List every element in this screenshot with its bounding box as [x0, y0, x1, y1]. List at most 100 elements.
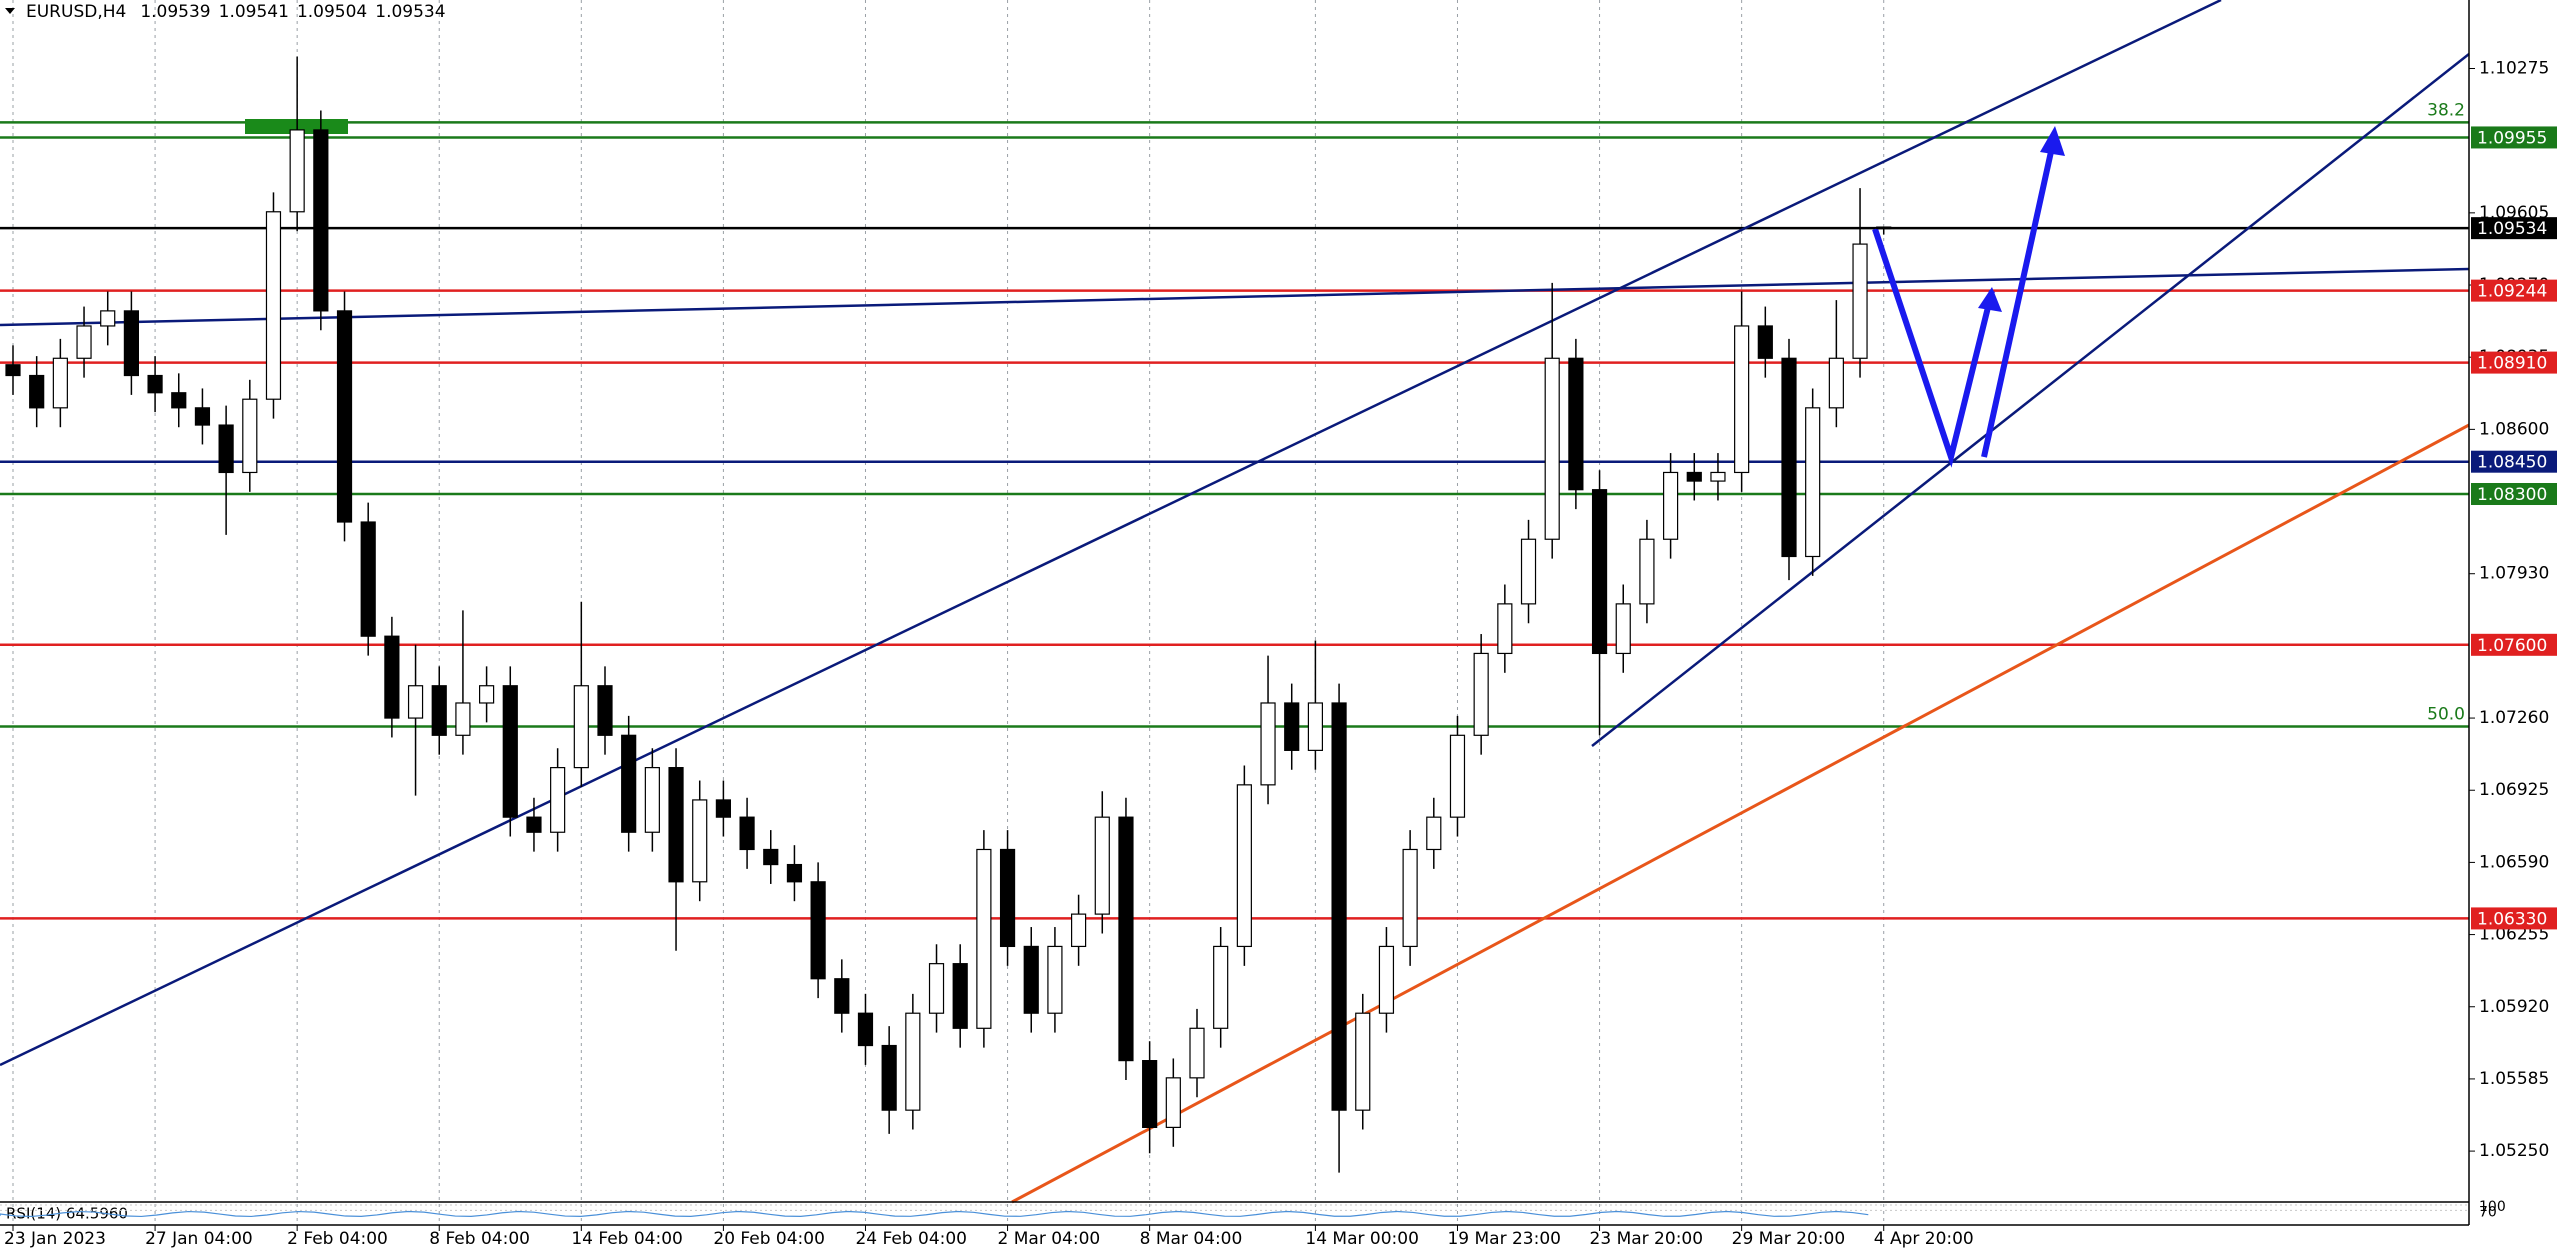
price-tag	[2471, 351, 2557, 374]
candle-body	[336, 310, 353, 523]
rsi-line	[0, 1210, 1869, 1218]
candle-body	[715, 799, 732, 818]
candle-body	[857, 1012, 874, 1047]
rsi-tick-label: 100	[2479, 1199, 2506, 1215]
candle-body	[431, 685, 447, 736]
candle-body	[76, 325, 92, 359]
candle-body	[1805, 407, 1821, 558]
candle-body	[739, 816, 755, 851]
candle-body	[1615, 603, 1631, 655]
candle-body	[29, 374, 45, 409]
x-tick-label: 14 Feb 04:00	[571, 1229, 683, 1249]
candle-body	[384, 635, 400, 719]
x-tick-label: 8 Feb 04:00	[429, 1229, 530, 1249]
candle-body	[1686, 471, 1702, 482]
trend-line	[1591, 53, 2470, 747]
candle-body	[692, 799, 708, 883]
candle-body	[1378, 945, 1395, 1014]
candle-body	[1710, 471, 1726, 482]
candle-body	[834, 978, 850, 1014]
candle-body	[928, 963, 945, 1014]
candle-body	[360, 521, 376, 637]
x-tick-label: 23 Jan 2023	[4, 1229, 106, 1249]
y-tick-label: 1.06590	[2479, 852, 2549, 872]
price-tag-label: 1.09534	[2477, 219, 2547, 239]
price-tag-label: 1.08300	[2477, 485, 2547, 505]
y-tick-label: 1.08600	[2479, 419, 2549, 439]
y-tick-label: 1.05585	[2479, 1069, 2549, 1089]
candle-body	[265, 211, 282, 400]
candle-body	[147, 374, 163, 394]
candle-body	[1568, 357, 1584, 491]
x-tick-label: 24 Feb 04:00	[855, 1229, 967, 1249]
candle-body	[242, 398, 258, 474]
y-tick-label: 1.10275	[2479, 59, 2549, 79]
price-tag	[2471, 217, 2557, 240]
header-value: 1.09534	[375, 2, 445, 22]
candle-body	[1260, 702, 1276, 786]
candle-body	[1426, 816, 1442, 851]
candle-body	[1639, 538, 1655, 605]
header-value: 1.09504	[297, 2, 367, 22]
candle-body	[881, 1044, 897, 1111]
candle-body	[1591, 489, 1608, 655]
candle-body	[1852, 243, 1868, 359]
candle-body	[455, 702, 471, 736]
rsi-tick-label: 70	[2479, 1204, 2497, 1220]
x-tick-label: 2 Mar 04:00	[998, 1229, 1101, 1249]
candle-body	[526, 816, 542, 833]
price-tag-label: 1.07600	[2477, 636, 2547, 656]
candle-body	[573, 685, 589, 769]
candle-body	[1189, 1027, 1205, 1079]
x-tick-label: 2 Feb 04:00	[287, 1229, 388, 1249]
y-tick-label: 1.07260	[2479, 708, 2549, 728]
header-value: 1.09539	[140, 2, 210, 22]
candle-body	[502, 685, 518, 818]
price-tag	[2471, 126, 2557, 149]
header-value: 1.09541	[219, 2, 289, 22]
forecast-arrow	[1981, 137, 2057, 458]
y-tick-label: 1.05250	[2479, 1141, 2549, 1161]
candle-body	[786, 863, 803, 883]
rsi-title: RSI(14) 64.5960	[6, 1205, 128, 1223]
candle-body	[1662, 471, 1679, 540]
x-tick-label: 19 Mar 23:00	[1447, 1229, 1561, 1249]
header-value: EURUSD,H4	[26, 2, 126, 22]
x-tick-label: 23 Mar 20:00	[1590, 1229, 1704, 1249]
candle-body	[1236, 784, 1252, 948]
forecast-arrow	[1872, 228, 1995, 468]
candle-body	[218, 424, 234, 474]
candle-body	[1449, 734, 1466, 818]
price-tag	[2471, 633, 2557, 656]
candle-body	[1402, 848, 1418, 948]
drawings	[0, 0, 2470, 1204]
menu-triangle	[5, 8, 15, 14]
candle-body	[1520, 538, 1537, 605]
y-tick-label: 1.06925	[2479, 780, 2549, 800]
x-tick-label: 14 Mar 00:00	[1305, 1229, 1419, 1249]
price-tag	[2471, 279, 2557, 302]
candle-body	[479, 685, 495, 704]
candle-body	[763, 848, 779, 866]
y-tick-label: 1.07930	[2479, 564, 2549, 584]
arrow-head	[2040, 126, 2065, 156]
candle-body	[1047, 945, 1063, 1014]
candle-body	[621, 734, 637, 833]
candle-body	[1876, 226, 1892, 230]
candle-body	[1828, 357, 1844, 409]
fib-label: 50.0	[2427, 704, 2465, 724]
candle-body	[1023, 945, 1039, 1014]
candle-body	[100, 310, 116, 327]
price-tag-label: 1.09955	[2477, 128, 2547, 148]
candle-body	[1473, 652, 1489, 736]
candle-body	[1757, 325, 1773, 359]
candle-body	[1213, 945, 1229, 1029]
price-tag	[2471, 450, 2557, 473]
x-tick-label: 27 Jan 04:00	[145, 1229, 253, 1249]
fib-label: 38.2	[2427, 100, 2465, 120]
candle-body	[5, 364, 21, 377]
candle-body	[1094, 816, 1110, 915]
